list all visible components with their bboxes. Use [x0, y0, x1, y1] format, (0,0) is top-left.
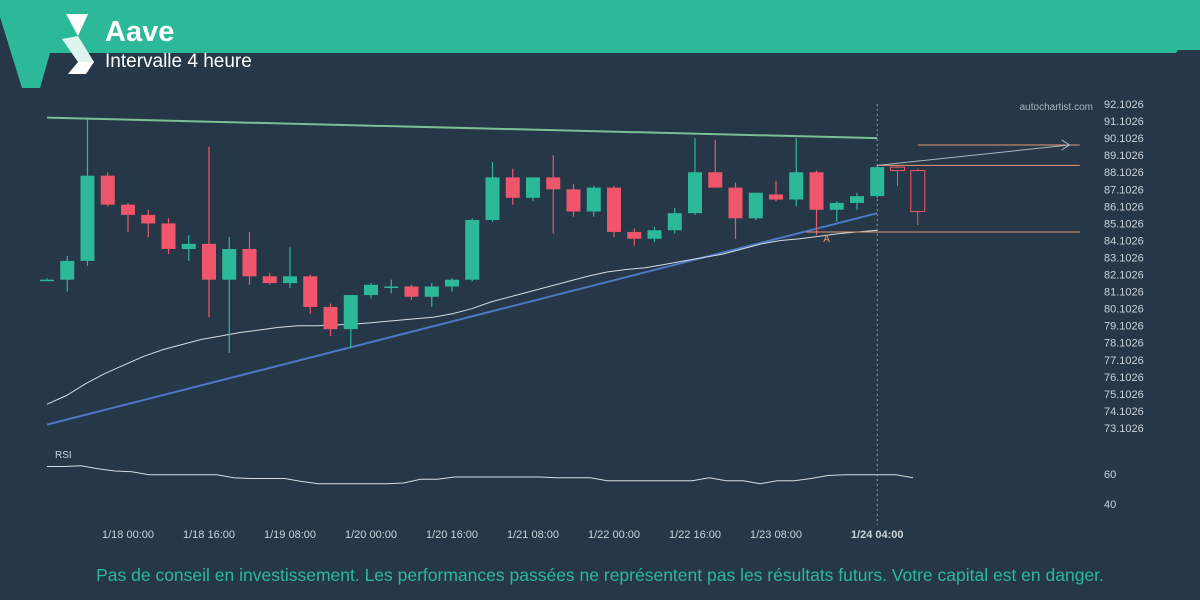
y-tick-label: 80.1026 [1104, 304, 1144, 316]
candle-body [404, 286, 419, 297]
candle-body [222, 248, 237, 280]
y-tick-label: 89.1026 [1104, 150, 1144, 162]
support-line [46, 212, 878, 426]
candle-body [647, 230, 662, 239]
y-tick-label: 74.1026 [1104, 406, 1144, 418]
rsi-tick-label: 60 [1104, 469, 1116, 481]
rsi-tick-label: 40 [1104, 499, 1116, 511]
candle-body [384, 286, 399, 289]
candle-body [343, 295, 358, 330]
y-tick-label: 76.1026 [1104, 372, 1144, 384]
candle-body [424, 286, 439, 297]
y-tick-label: 81.1026 [1104, 287, 1144, 299]
pattern-point-label: A [823, 234, 830, 245]
x-tick-label: 1/20 16:00 [426, 529, 478, 541]
candle-body [465, 220, 480, 280]
candle-body [323, 306, 338, 330]
candle-body [505, 177, 520, 198]
rsi-label: RSI [55, 450, 72, 461]
candle-body [60, 260, 75, 280]
candle-body [829, 202, 844, 210]
y-tick-label: 87.1026 [1104, 184, 1144, 196]
y-tick-label: 88.1026 [1104, 167, 1144, 179]
y-tick-label: 75.1026 [1104, 389, 1144, 401]
disclaimer: Pas de conseil en investissement. Les pe… [96, 565, 1104, 585]
x-tick-label: 1/23 08:00 [750, 529, 802, 541]
price-chart: 92.1026 91.1026 90.1026 89.1026 88.1026 87.10… [40, 99, 1144, 541]
candle-body [789, 172, 804, 200]
y-tick-label: 92.1026 [1104, 99, 1144, 111]
candle-body [100, 175, 115, 205]
y-tick-label: 86.1026 [1104, 201, 1144, 213]
y-tick-label: 82.1026 [1104, 270, 1144, 282]
y-tick-label: 84.1026 [1104, 235, 1144, 247]
candle-body [161, 223, 176, 249]
banner-cut [0, 17, 22, 88]
interval-subtitle: Intervalle 4 heure [105, 51, 252, 72]
candle-body [121, 204, 135, 215]
x-tick-label: 1/18 16:00 [183, 529, 235, 541]
trend-lines [46, 116, 878, 426]
x-tick-label: 1/20 00:00 [345, 529, 397, 541]
autochartist-logo-icon [62, 14, 94, 74]
candle-body [283, 276, 297, 284]
watermark: autochartist.com [1020, 102, 1093, 113]
candle-body [526, 177, 540, 198]
candle-body [769, 194, 783, 200]
candle-body [708, 172, 723, 188]
banner-fill [0, 0, 1200, 88]
candle-body [485, 177, 500, 221]
candle-body [566, 189, 581, 212]
candle-body [445, 279, 459, 287]
rsi-panel: 60 40 [47, 465, 1116, 511]
candle-body [809, 172, 824, 210]
candle-body [242, 248, 257, 277]
y-tick-label: 85.1026 [1104, 218, 1144, 230]
projection-arrow-icon [1061, 139, 1071, 151]
candle-body [870, 167, 885, 197]
forecast-candle-body [910, 170, 926, 212]
y-tick-label: 83.1026 [1104, 252, 1144, 264]
projection-line [877, 144, 1070, 166]
moving-average-line [46, 229, 878, 405]
candle-body [303, 276, 318, 307]
candle-body [627, 231, 642, 239]
page-title: Aave [105, 16, 175, 48]
x-tick-label: 1/21 08:00 [507, 529, 559, 541]
candle-body [667, 213, 682, 231]
candle-body [181, 243, 196, 249]
candle-body [850, 196, 864, 203]
resistance-line [46, 116, 878, 140]
candle-body [141, 214, 156, 224]
x-tick-label: 1/19 08:00 [264, 529, 316, 541]
candle-body [40, 279, 54, 282]
candles [40, 119, 885, 354]
y-tick-label: 77.1026 [1104, 355, 1144, 367]
y-tick-label: 91.1026 [1104, 116, 1144, 128]
forecast-candle-body [890, 166, 905, 172]
overlays: A [806, 139, 1080, 245]
x-tick-label: 1/22 00:00 [588, 529, 640, 541]
x-tick-label: 1/18 00:00 [102, 529, 154, 541]
candle-body [688, 172, 702, 214]
y-tick-label: 79.1026 [1104, 321, 1144, 333]
x-axis: 1/18 00:00 1/18 16:00 1/19 08:00 1/20 00:00… [102, 104, 904, 541]
candle-body [202, 243, 216, 280]
candle-body [728, 187, 743, 219]
y-tick-label: 78.1026 [1104, 338, 1144, 350]
candle-body [748, 192, 763, 219]
rsi-line [47, 465, 914, 485]
y-tick-label: 73.1026 [1104, 423, 1144, 435]
x-tick-label: 1/22 16:00 [669, 529, 721, 541]
candle-body [262, 276, 277, 284]
candle-body [364, 284, 378, 296]
candle-body [546, 177, 561, 190]
candle-body [607, 187, 621, 232]
x-tick-label: 1/24 04:00 [851, 529, 904, 541]
header-banner [0, 0, 1200, 88]
candle-body [80, 175, 95, 261]
candle-body [586, 187, 601, 212]
y-tick-label: 90.1026 [1104, 133, 1144, 145]
y-axis: 92.1026 91.1026 90.1026 89.1026 88.1026 87.10… [1104, 99, 1144, 435]
